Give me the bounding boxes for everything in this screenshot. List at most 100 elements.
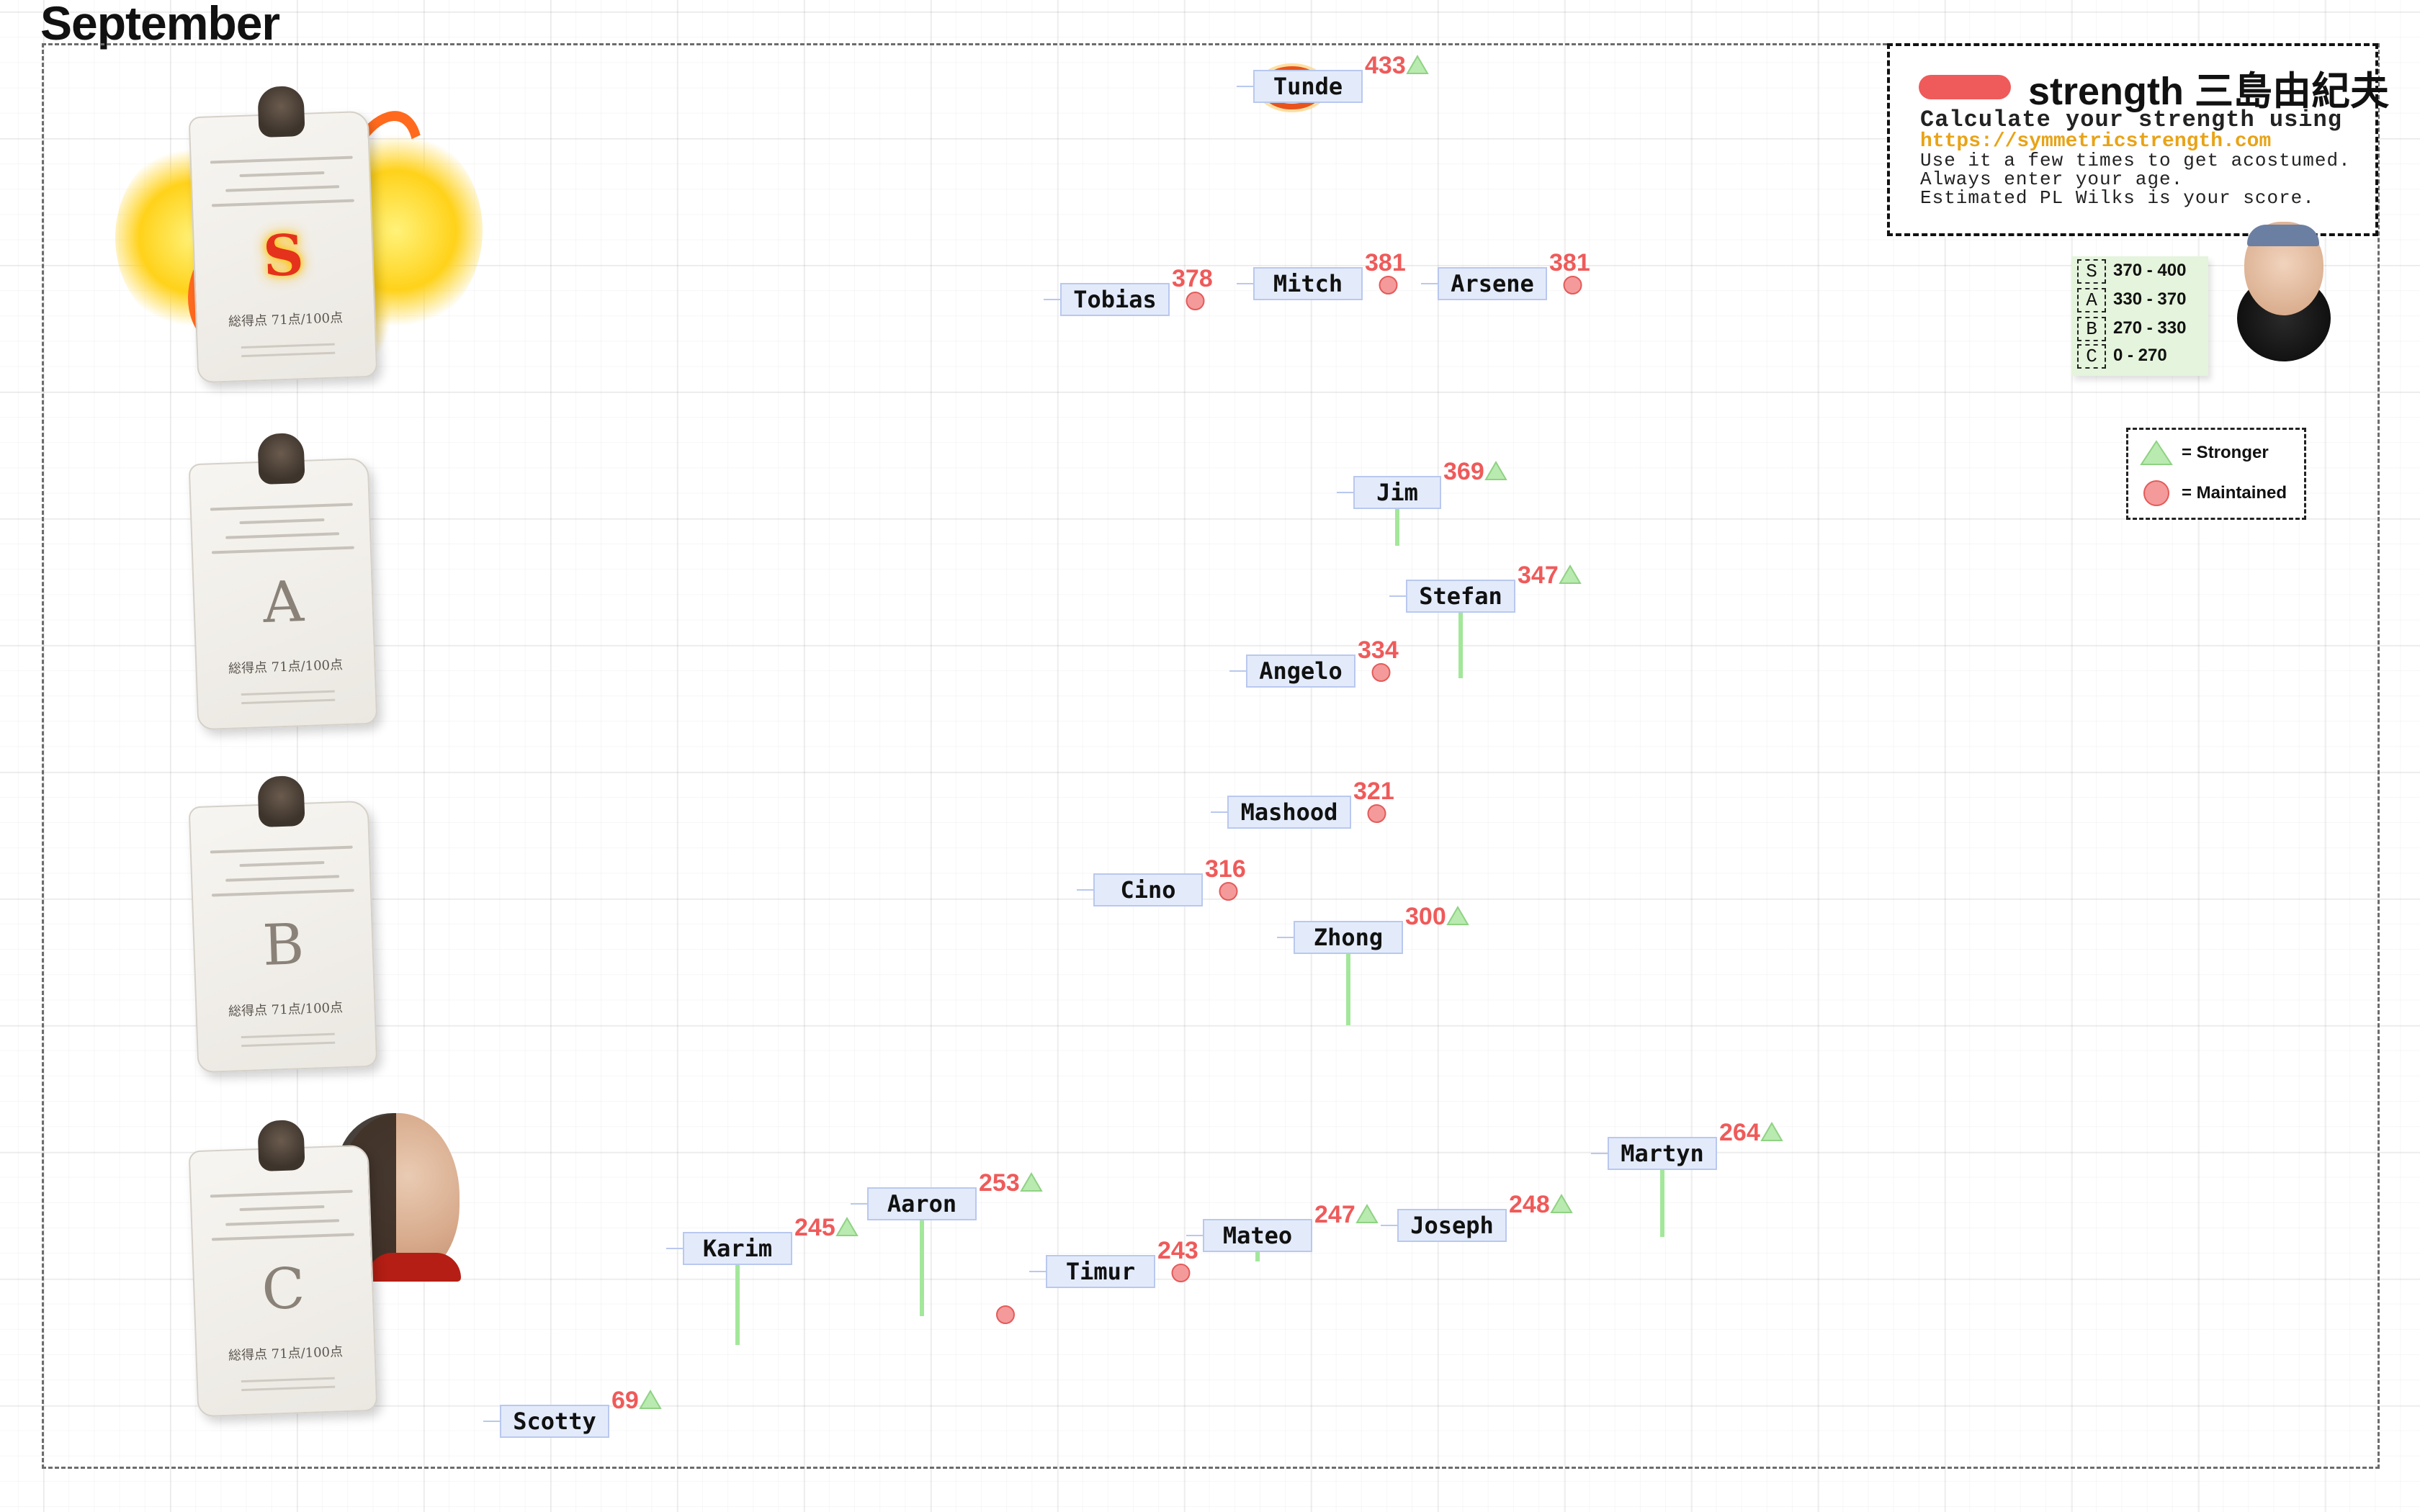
circle-icon: [1563, 276, 1582, 294]
score-label: 369: [1443, 458, 1484, 485]
score-label: 248: [1509, 1191, 1550, 1218]
score-label: 381: [1549, 249, 1590, 276]
name-label: Martyn: [1621, 1140, 1704, 1167]
tier-key: C: [2077, 344, 2106, 369]
data-point: Tobias 378: [1044, 265, 1213, 316]
legend-label: = Maintained: [2182, 483, 2287, 503]
name-label: Joseph: [1410, 1212, 1494, 1239]
data-point: Joseph 248: [1381, 1191, 1573, 1242]
data-point: Stefan 347: [1389, 562, 1582, 678]
data-point: Zhong 300: [1277, 903, 1469, 1025]
score-label: 69: [611, 1387, 639, 1414]
name-label-box: [1227, 796, 1351, 829]
triangle-icon: [835, 1217, 859, 1236]
score-label: 245: [794, 1214, 835, 1241]
score-label: 381: [1365, 249, 1406, 276]
name-label: Angelo: [1259, 657, 1343, 685]
score-label: 264: [1719, 1119, 1760, 1146]
circle-icon: [1379, 276, 1398, 294]
name-label: Mashood: [1241, 798, 1338, 826]
score-label: 247: [1314, 1201, 1355, 1228]
tier-key: A: [2077, 288, 2106, 312]
score-label: 300: [1405, 903, 1446, 930]
name-label-box: [1608, 1137, 1717, 1170]
name-label: Timur: [1066, 1258, 1135, 1285]
info-link[interactable]: https://symmetricstrength.com: [1920, 130, 2272, 153]
data-point: Timur 243: [1029, 1237, 1198, 1288]
data-point: Cino 316: [1077, 855, 1246, 906]
circle-icon: [1171, 1264, 1191, 1282]
name-label-box: [1093, 873, 1203, 906]
name-label: Tunde: [1273, 73, 1343, 100]
name-label: Aaron: [887, 1190, 956, 1218]
name-label: Scotty: [513, 1408, 596, 1435]
name-label-box: [867, 1187, 977, 1220]
circle-icon: [2143, 480, 2169, 506]
info-line-2: Use it a few times to get acostumed.: [1920, 150, 2351, 171]
data-point: Mashood 321: [1211, 778, 1394, 829]
score-label: 316: [1205, 855, 1246, 883]
data-point: Tunde 433: [1237, 52, 1429, 112]
name-label: Karim: [703, 1235, 772, 1262]
circle-icon: [1219, 882, 1238, 901]
legend-item-maintained: = Maintained: [2138, 477, 2304, 509]
triangle-icon: [1760, 1122, 1783, 1141]
data-point: Arsene 381: [1421, 249, 1590, 300]
name-label-box: [1353, 476, 1441, 509]
name-label: Tobias: [1073, 286, 1157, 313]
score-label: 243: [1157, 1237, 1198, 1264]
circle-icon: [1186, 292, 1205, 310]
data-point: Martyn 264: [1591, 1119, 1783, 1237]
circle-icon: [1371, 663, 1391, 682]
tier-key: B: [2077, 317, 2106, 341]
circle-icon: [996, 1305, 1015, 1324]
tier-range-row: S 370 - 400: [2074, 258, 2204, 284]
tier-range-legend: S 370 - 400 A 330 - 370 B 270 - 330 C 0 …: [2071, 256, 2208, 376]
score-label: 321: [1353, 778, 1394, 805]
name-label: Mateo: [1223, 1222, 1292, 1249]
tier-range-row: A 330 - 370: [2074, 287, 2204, 312]
cape-icon: [367, 1253, 461, 1282]
tier-range-row: B 270 - 330: [2074, 315, 2204, 341]
name-label-box: [500, 1405, 609, 1438]
circle-icon: [1367, 804, 1386, 823]
data-point: Aaron 253: [851, 1169, 1043, 1316]
name-label-box: [1046, 1255, 1155, 1288]
score-label: 253: [979, 1169, 1020, 1197]
legend-item-stronger: = Stronger: [2138, 437, 2304, 469]
data-point: Angelo 334: [1229, 636, 1399, 688]
triangle-icon: [639, 1390, 662, 1409]
name-label: Cino: [1120, 876, 1175, 904]
triangle-icon: [1406, 55, 1429, 74]
legend-swatch: [1919, 75, 2011, 99]
score-label: 334: [1358, 636, 1399, 664]
triangle-icon: [1559, 564, 1582, 584]
name-label-box: [1406, 580, 1515, 613]
headband-icon: [2247, 225, 2319, 246]
name-label-box: [1246, 654, 1355, 688]
tier-range-row: C 0 - 270: [2074, 343, 2204, 369]
name-label-box: [1203, 1219, 1312, 1252]
info-line-3: Always enter your age.: [1920, 168, 2184, 190]
name-label-box: [1438, 267, 1547, 300]
triangle-icon: [1550, 1194, 1573, 1213]
name-label-box: [1253, 267, 1363, 300]
triangle-icon: [1355, 1204, 1379, 1223]
info-title: strength 三島由紀夫: [2028, 70, 2390, 113]
name-label-box: [683, 1232, 792, 1265]
name-label: Arsene: [1451, 270, 1534, 297]
tier-range-value: 0 - 270: [2113, 346, 2167, 365]
page-title: September: [40, 0, 280, 50]
triangle-icon: [1484, 461, 1507, 480]
info-line-4: Estimated PL Wilks is your score.: [1920, 187, 2315, 209]
data-point: Scotty 69: [483, 1387, 662, 1438]
tier-range-value: 330 - 370: [2113, 289, 2187, 309]
data-point: Karim 245: [666, 1214, 859, 1345]
info-line-1: Calculate your strength using: [1920, 107, 2342, 133]
score-label: 378: [1172, 265, 1213, 292]
name-label: Stefan: [1419, 582, 1502, 610]
tier-key: S: [2077, 259, 2106, 284]
name-label: Mitch: [1273, 270, 1343, 297]
symbol-legend: = Stronger = Maintained: [2126, 428, 2306, 520]
name-label-box: [1397, 1209, 1507, 1242]
